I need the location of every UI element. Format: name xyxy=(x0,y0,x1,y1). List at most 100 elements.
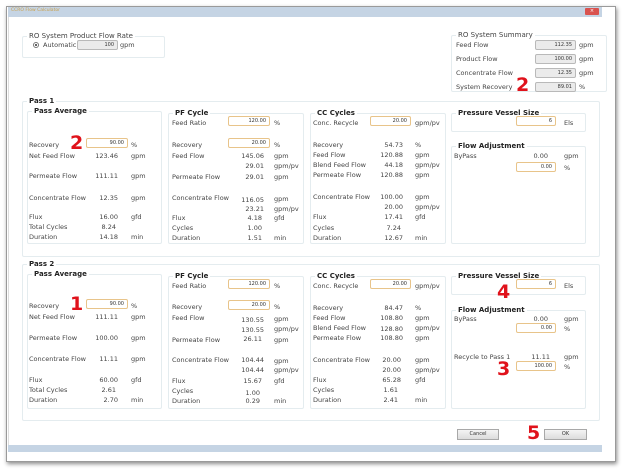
p1-pf-flux-unit: gfd xyxy=(274,214,285,222)
p2-pf-feed-flow-pv-value: 130.55 xyxy=(241,326,264,334)
cancel-button[interactable]: Cancel xyxy=(457,429,499,440)
product-flow-input[interactable]: 100 xyxy=(77,40,118,50)
p1-avg-concentrate-label: Concentrate Flow xyxy=(29,194,86,202)
p1-pf-feed-flow-label: Feed Flow xyxy=(172,152,205,160)
p2-avg-permeate-unit: gpm xyxy=(131,334,146,342)
p1-pf-feed-flow-unit: gpm xyxy=(274,152,289,160)
product-flow-unit: gpm xyxy=(120,41,135,49)
title-bar[interactable]: CCRO Flow Calculator × xyxy=(8,7,602,17)
p1-avg-net-feed-unit: gpm xyxy=(131,152,146,160)
p2-pf-cycles-value: 1.00 xyxy=(245,389,260,397)
p2-avg-recovery-input[interactable]: 90.00 xyxy=(86,299,128,309)
p2-avg-flux-label: Flux xyxy=(29,376,43,384)
p1-avg-cycles-value: 8.24 xyxy=(101,223,116,231)
p2-pf-flux-value: 15.67 xyxy=(243,377,262,385)
p2-cc-permeate-label: Permeate Flow xyxy=(313,334,362,342)
p1-cc-concentrate-pv-unit: gpm/pv xyxy=(415,203,440,211)
p1-pf-feed-ratio-input[interactable]: 120.00 xyxy=(228,116,270,126)
p1-pf-concentrate-pv-value: 23.21 xyxy=(245,205,264,213)
close-button[interactable]: × xyxy=(585,8,599,15)
pass-2-cc-cycles-title: CC Cycles xyxy=(315,272,357,280)
p2-pf-recovery-input[interactable]: 20.00 xyxy=(228,300,270,310)
pass-2-pressure-vessel-group: Pressure Vessel Size xyxy=(451,272,586,295)
p2-avg-duration-unit: min xyxy=(131,396,144,404)
p1-pf-feed-ratio-label: Feed Ratio xyxy=(172,119,207,127)
p2-cc-concentrate-label: Concentrate Flow xyxy=(313,356,370,364)
p2-bypass-unit: gpm xyxy=(564,315,579,323)
p2-avg-net-feed-value: 111.11 xyxy=(95,313,118,321)
pass-1-group: Pass 1 xyxy=(22,97,600,257)
p1-pressure-vessel-input[interactable]: 6 xyxy=(516,116,556,126)
p1-cc-concentrate-label: Concentrate Flow xyxy=(313,193,370,201)
p2-cc-recovery-unit: % xyxy=(415,304,422,312)
p1-pf-recovery-label: Recovery xyxy=(172,141,203,149)
automatic-radio[interactable] xyxy=(33,42,39,48)
pass-1-average-group: Pass Average xyxy=(27,107,162,244)
p2-bypass-label: ByPass xyxy=(454,315,477,323)
p2-recycle-input-unit: % xyxy=(564,363,571,371)
p1-pf-recovery-input[interactable]: 20.00 xyxy=(228,138,270,148)
p1-pf-flux-value: 4.18 xyxy=(247,214,262,222)
p1-pf-permeate-value: 29.01 xyxy=(245,173,264,181)
p1-cc-duration-label: Duration xyxy=(313,234,342,242)
p2-cc-flux-value: 65.28 xyxy=(382,376,401,384)
annotation-marker-2: 2 xyxy=(516,74,530,96)
p1-cc-permeate-value: 120.88 xyxy=(380,171,403,179)
p2-cc-duration-unit: min xyxy=(415,396,428,404)
p2-cc-concentrate-pv-unit: gpm/pv xyxy=(415,366,440,374)
p2-pf-duration-unit: min xyxy=(274,397,287,405)
p1-pf-concentrate-label: Concentrate Flow xyxy=(172,194,229,202)
p1-pf-cycles-label: Cycles xyxy=(172,224,194,232)
pass-1-pf-cycle-group: PF Cycle xyxy=(168,109,304,244)
p2-cc-feed-flow-unit: gpm xyxy=(415,314,430,322)
p2-pf-concentrate-pv-unit: gpm/pv xyxy=(274,366,299,374)
p1-cc-conc-recycle-input[interactable]: 20.00 xyxy=(370,116,411,126)
pass-1-pf-cycle-title: PF Cycle xyxy=(173,109,211,117)
p2-avg-duration-label: Duration xyxy=(29,396,58,404)
p1-cc-feed-flow-value: 120.88 xyxy=(380,151,403,159)
p2-avg-net-feed-label: Net Feed Flow xyxy=(29,313,75,321)
p2-pressure-vessel-unit: Els xyxy=(564,282,574,290)
summary-recovery-value: 89.01 xyxy=(535,82,576,92)
summary-feed-flow-unit: gpm xyxy=(579,41,594,49)
pass-2-pressure-vessel-title: Pressure Vessel Size xyxy=(456,272,542,280)
pass-2-label: Pass 2 xyxy=(27,260,57,268)
p2-pf-feed-ratio-input[interactable]: 120.00 xyxy=(228,279,270,289)
p1-pf-concentrate-unit: gpm xyxy=(274,195,289,203)
p2-avg-flux-unit: gfd xyxy=(131,376,142,384)
p2-cc-duration-value: 2.41 xyxy=(383,396,398,404)
p1-bypass-unit: gpm xyxy=(564,152,579,160)
p1-cc-recovery-value: 54.73 xyxy=(384,141,403,149)
p2-cc-recovery-label: Recovery xyxy=(313,304,344,312)
summary-product-flow-unit: gpm xyxy=(579,55,594,63)
p1-avg-recovery-input[interactable]: 90.00 xyxy=(86,138,128,148)
p2-pf-cycles-label: Cycles xyxy=(172,387,194,395)
p1-bypass-input-unit: % xyxy=(564,164,571,172)
p2-avg-recovery-label: Recovery xyxy=(29,302,60,310)
p1-bypass-input[interactable]: 0.00 xyxy=(516,162,556,172)
p2-recycle-input[interactable]: 100.00 xyxy=(516,361,556,371)
summary-feed-flow-label: Feed Flow xyxy=(456,41,489,49)
summary-recovery-unit: % xyxy=(579,83,586,91)
p2-pf-permeate-value: 26.11 xyxy=(243,335,262,343)
p2-cc-feed-flow-label: Feed Flow xyxy=(313,314,346,322)
p1-pf-cycles-value: 1.00 xyxy=(247,224,262,232)
window-title: CCRO Flow Calculator xyxy=(11,8,60,13)
p1-pf-duration-label: Duration xyxy=(172,234,201,242)
p1-pf-feed-ratio-unit: % xyxy=(274,119,281,127)
p1-pf-recovery-unit: % xyxy=(274,141,281,149)
annotation-marker-4: 4 xyxy=(497,281,511,303)
p2-cc-conc-recycle-input[interactable]: 20.00 xyxy=(370,279,411,289)
p2-pf-feed-flow-value: 130.55 xyxy=(241,316,264,324)
p2-bypass-input[interactable]: 0.00 xyxy=(516,323,556,333)
p2-recycle-value: 11.11 xyxy=(531,353,550,361)
p1-avg-flux-value: 16.00 xyxy=(99,213,118,221)
p2-pressure-vessel-input[interactable]: 6 xyxy=(516,279,556,289)
annotation-marker-1: 1 xyxy=(70,293,84,315)
ok-button[interactable]: OK xyxy=(544,429,587,440)
p2-cc-permeate-value: 108.80 xyxy=(380,334,403,342)
p1-avg-permeate-value: 111.11 xyxy=(95,172,118,180)
p1-pf-permeate-unit: gpm xyxy=(274,173,289,181)
p2-pf-permeate-unit: gpm xyxy=(274,336,289,344)
pass-2-pf-cycle-title: PF Cycle xyxy=(173,272,211,280)
